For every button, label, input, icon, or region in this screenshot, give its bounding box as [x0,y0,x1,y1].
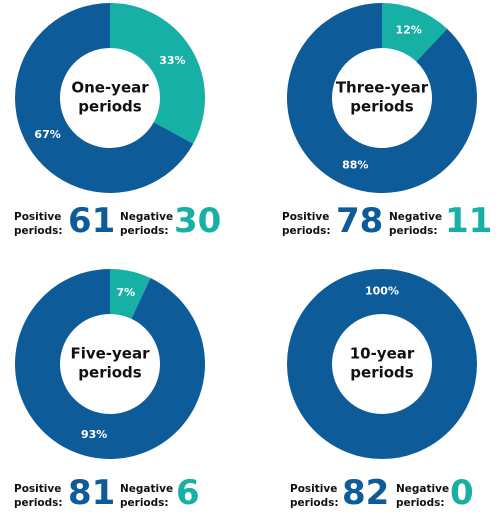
positive-count: 81 [68,473,116,513]
slice-label-positive: 93% [81,428,107,441]
negative-label-line2: periods: [120,225,169,237]
slice-label-negative: 33% [159,54,185,67]
slice-negative [110,3,206,144]
negative-label: Negative periods: [389,210,442,238]
positive-label-line1: Positive [282,211,330,223]
chart-title-line: Three-year [336,79,429,97]
slice-positive [15,269,205,460]
positive-label: Positive periods: [14,482,63,510]
chart-panel-five-year: 93% 7% Five-year periods Positive periods: … [0,266,250,531]
slice-positive [287,3,478,193]
slice-label-positive: 67% [34,128,60,141]
chart-title-line: periods [78,98,141,116]
negative-count: 6 [176,473,200,513]
slice-negative [110,269,151,319]
positive-label-line1: Positive [14,211,62,223]
negative-count: 11 [445,201,493,241]
positive-label-line2: periods: [282,225,331,237]
negative-label-line1: Negative [120,483,174,495]
positive-count: 78 [336,201,384,241]
chart-title-line: periods [350,98,413,116]
slice-label-negative: 7% [116,286,135,299]
positive-label-line1: Positive [290,483,338,495]
chart-panel-one-year: 67% 33% One-year periods Positive periods: … [0,0,250,265]
chart-panel-three-year: 88% 12% Three-year periods Positive periods… [250,0,500,265]
positive-label: Positive periods: [282,210,331,238]
positive-count: 61 [68,201,116,241]
chart-title-line: Five-year [70,345,150,363]
positive-label-line2: periods: [290,497,339,509]
chart-title-line: One-year [71,79,149,97]
positive-label: Positive periods: [14,210,63,238]
positive-label-line1: Positive [14,483,62,495]
chart-title-line: 10-year [350,345,415,363]
slice-positive [287,269,477,459]
negative-count: 0 [450,473,474,513]
chart-title-line: periods [78,364,141,382]
negative-label-line1: Negative [389,211,443,223]
slice-positive [15,2,194,193]
slice-label-positive: 100% [365,285,399,298]
negative-label-line1: Negative [120,211,174,223]
positive-count: 82 [342,473,390,513]
negative-count: 30 [174,201,222,241]
negative-label: Negative periods: [120,210,173,238]
positive-label-line2: periods: [14,497,63,509]
negative-label-line2: periods: [396,497,445,509]
positive-label: Positive periods: [290,482,339,510]
slice-label-negative: 12% [396,24,422,37]
slice-label-positive: 88% [342,158,368,171]
chart-panel-ten-year: 100% 10-year periods Positive periods: 82 … [250,266,500,531]
negative-label-line1: Negative [396,483,450,495]
slice-negative [382,3,448,62]
negative-label: Negative periods: [396,482,449,510]
chart-title-line: periods [350,364,413,382]
positive-label-line2: periods: [14,225,63,237]
negative-label-line2: periods: [120,497,169,509]
negative-label-line2: periods: [389,225,438,237]
negative-label: Negative periods: [120,482,173,510]
